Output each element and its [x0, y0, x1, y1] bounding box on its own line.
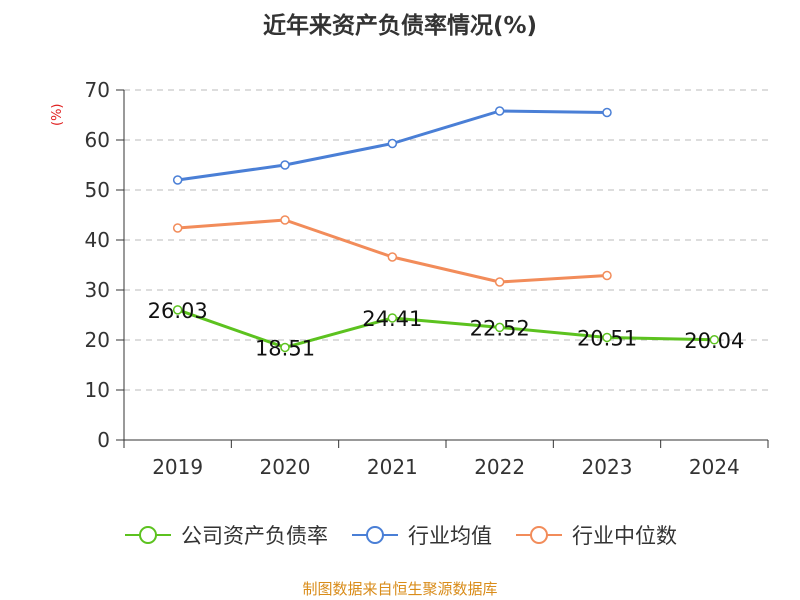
y-tick-label-40: 40 — [85, 228, 110, 252]
series-line-2 — [177, 218, 608, 284]
point-2-2020 — [280, 215, 290, 225]
x-tick-label-2023: 2023 — [582, 455, 633, 479]
y-tick-label-20: 20 — [85, 328, 110, 352]
legend-item-company[interactable]: 公司资产负债率 — [123, 520, 328, 550]
point-0-2020 — [280, 342, 290, 353]
data-label-2024: 20.04 — [684, 329, 744, 353]
legend-marker-industry-median — [516, 526, 562, 544]
point-0-2021 — [387, 313, 398, 323]
data-label-2021: 24.41 — [362, 307, 422, 331]
data-label-2019: 26.03 — [148, 299, 208, 323]
point-0-2019 — [172, 305, 183, 315]
point-0-2022 — [494, 322, 505, 333]
data-label-2022: 22.52 — [470, 316, 530, 340]
legend-label-company: 公司资产负债率 — [181, 524, 328, 548]
x-tick-label-2019: 2019 — [152, 455, 203, 479]
x-tick-label-2022: 2022 — [474, 455, 525, 479]
grid-lines — [124, 89, 768, 391]
y-tick-label-60: 60 — [85, 128, 110, 152]
point-0-2023 — [602, 332, 612, 343]
y-tick-label-30: 30 — [85, 278, 110, 302]
y-tick-label-50: 50 — [85, 178, 110, 202]
data-labels: 26.03 18.51 24.41 22.52 20.51 20.04 — [148, 299, 745, 361]
legend-marker-industry-mean — [352, 526, 398, 544]
x-tick-label-2020: 2020 — [260, 455, 311, 479]
chart-title: 近年来资产负债率情况(%) — [262, 13, 538, 39]
legend-marker-company — [125, 526, 171, 544]
x-tick-label-2024: 2024 — [689, 455, 740, 479]
point-2-2022 — [494, 277, 505, 287]
y-tick-label-10: 10 — [85, 378, 110, 402]
source-note: 制图数据来自恒生聚源数据库 — [302, 580, 498, 598]
series-line-0 — [177, 308, 715, 349]
y-tick-label-70: 70 — [85, 78, 110, 102]
point-1-2019 — [172, 175, 183, 185]
legend-label-industry-mean: 行业均值 — [408, 524, 492, 548]
point-1-2022 — [494, 106, 505, 116]
point-1-2020 — [280, 160, 290, 170]
legend-item-industry-mean[interactable]: 行业均值 — [350, 520, 492, 550]
legend-item-industry-median[interactable]: 行业中位数 — [514, 520, 677, 550]
axes: 0 10 20 30 40 50 60 70 2019 2020 2021 2022 2023 2024 — [85, 78, 769, 479]
legend: 公司资产负债率 行业均值 行业中位数 — [0, 520, 800, 550]
series-group — [172, 106, 720, 353]
data-label-2023: 20.51 — [577, 326, 637, 350]
legend-label-industry-median: 行业中位数 — [572, 524, 677, 548]
point-2-2023 — [602, 270, 612, 281]
point-2-2021 — [387, 252, 398, 262]
point-1-2021 — [387, 138, 398, 149]
y-tick-label-0: 0 — [97, 428, 110, 452]
point-1-2023 — [602, 107, 612, 118]
point-2-2019 — [172, 223, 183, 233]
x-tick-label-2021: 2021 — [367, 455, 418, 479]
data-label-2020: 18.51 — [255, 336, 315, 360]
point-0-2024 — [709, 335, 720, 345]
